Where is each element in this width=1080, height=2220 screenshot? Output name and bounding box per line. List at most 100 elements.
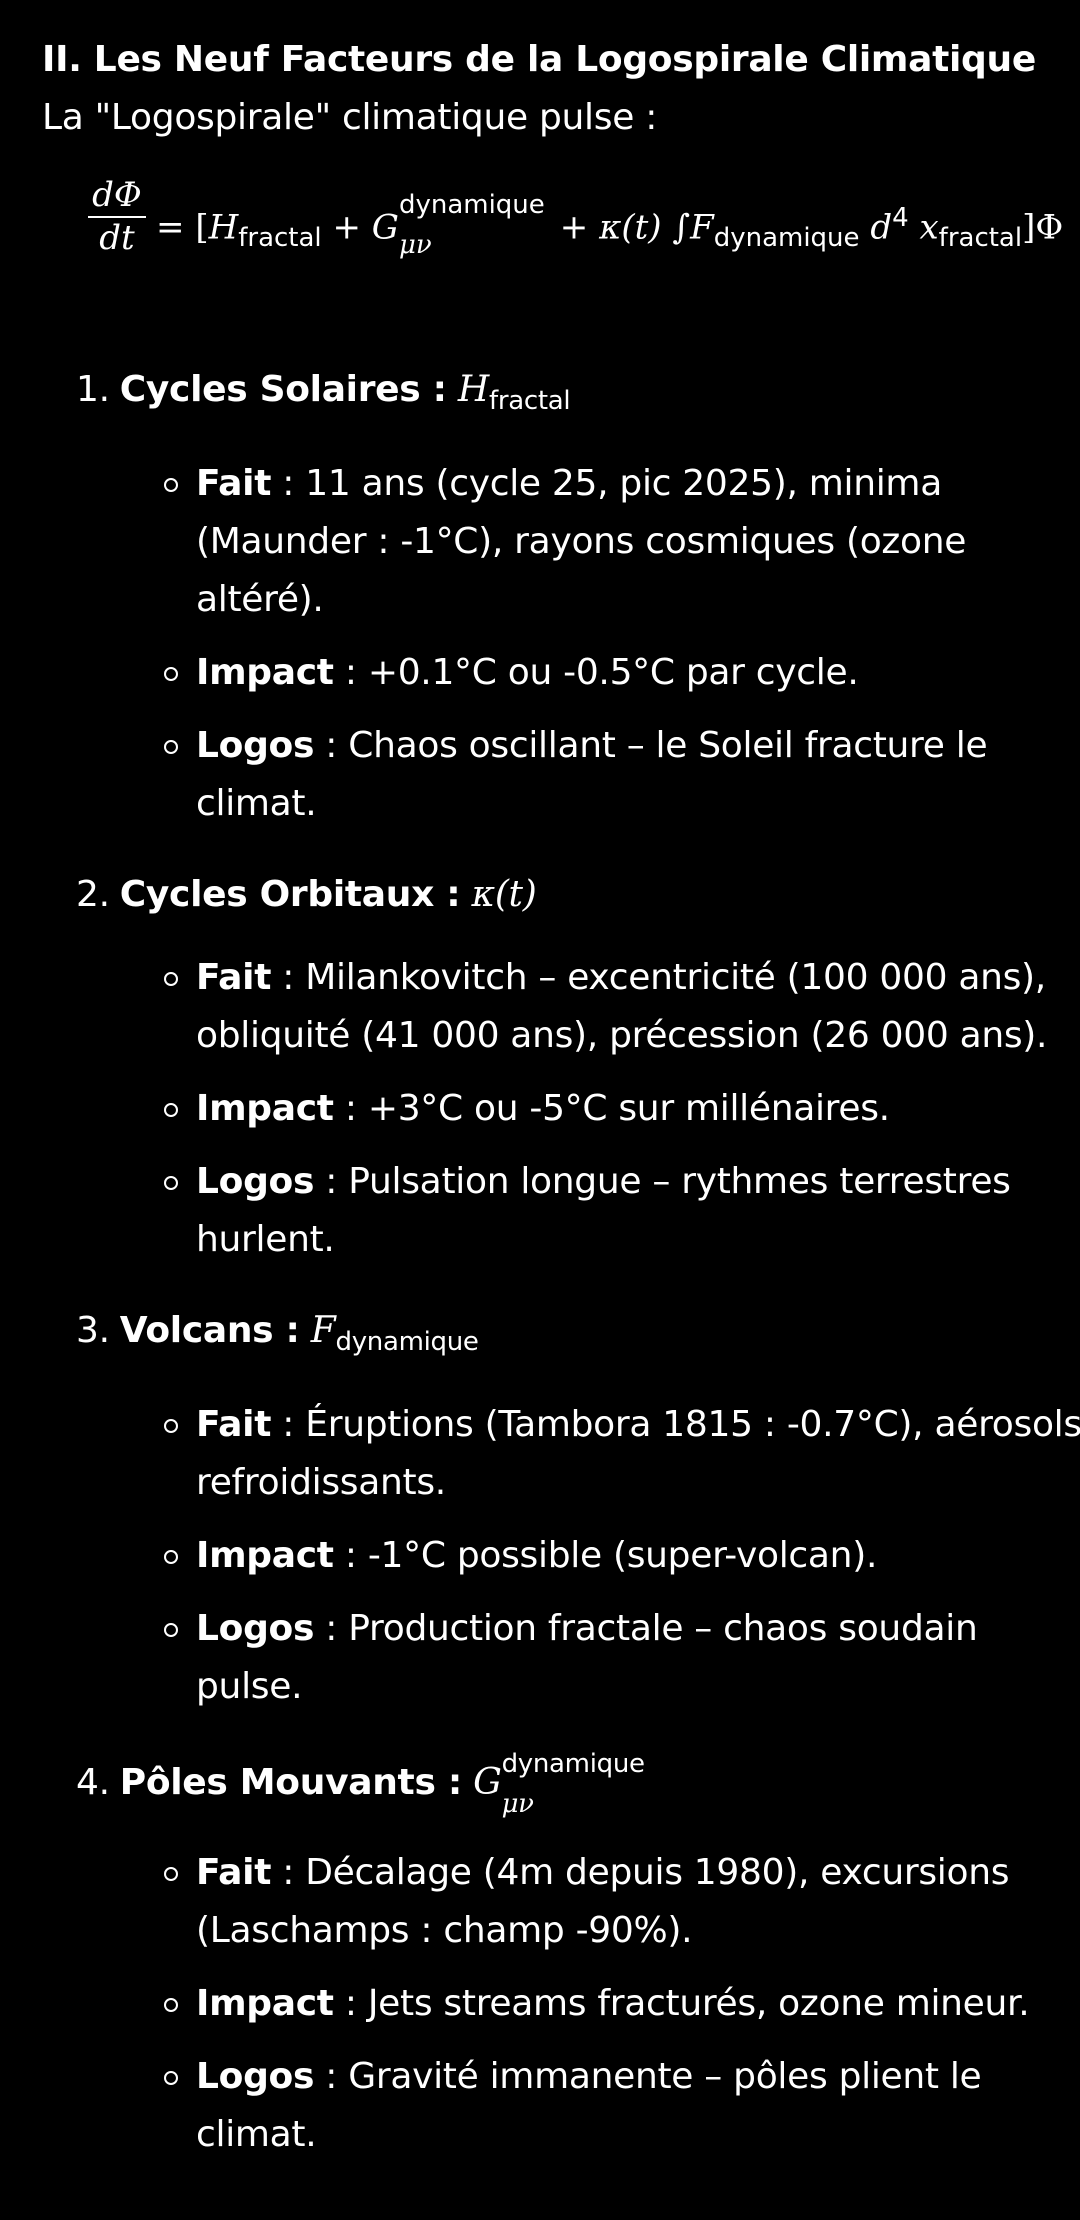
bullet-text: Gravité immanente – pôles plient le clim… xyxy=(196,2056,982,2156)
G-superscript: dynamique xyxy=(398,189,545,220)
factor-symbol: κ xyxy=(471,874,496,916)
G-subscript: μν xyxy=(398,229,432,260)
bullet-text: 11 ans (cycle 25, pic 2025), minima (Mau… xyxy=(196,463,967,621)
equals-sign: = xyxy=(156,207,185,248)
fraction-numerator: dΦ xyxy=(88,176,146,218)
bullet-text: Éruptions (Tambora 1815 : -0.7°C), aéros… xyxy=(196,1404,1080,1504)
bullet-item: Impact : +0.1°C ou -0.5°C par cycle. xyxy=(42,644,1080,702)
factor-item: 1. Cycles Solaires : Hfractal Fait : 11 a… xyxy=(42,366,1052,833)
bullet-text: +3°C ou -5°C sur millénaires. xyxy=(367,1088,890,1130)
bullet-key: Logos xyxy=(196,725,315,767)
G-symbol: G xyxy=(371,207,399,248)
x-subscript: fractal xyxy=(938,223,1023,254)
factor-bullets: Fait : Décalage (4m depuis 1980), excurs… xyxy=(42,1844,1052,2164)
bullet-text: Pulsation longue – rythmes terrestres hu… xyxy=(196,1161,1011,1261)
bullet-separator: : xyxy=(333,652,368,694)
bullet-circle-icon xyxy=(164,740,178,755)
bullet-item: Logos : Production fractale – chaos soud… xyxy=(42,1600,1080,1716)
bullet-key: Fait xyxy=(196,1852,272,1894)
factor-symbol-subscript: fractal xyxy=(489,386,571,417)
close-bracket-phi: ]Φ xyxy=(1022,207,1064,248)
F-symbol: F xyxy=(690,207,714,248)
bullet-key: Logos xyxy=(196,1608,315,1650)
F-subscript: dynamique xyxy=(713,223,860,254)
factor-number: 1. xyxy=(76,369,110,410)
factor-label: Volcans : xyxy=(119,1310,300,1352)
plus-sign: + xyxy=(332,207,361,248)
derivative-fraction: dΦ dt xyxy=(88,176,146,258)
factor-title: 1. Cycles Solaires : Hfractal xyxy=(76,366,1052,425)
bullet-circle-icon xyxy=(164,1419,178,1434)
H-symbol: H xyxy=(208,207,239,248)
d-symbol: d xyxy=(870,207,893,248)
bullet-separator: : xyxy=(314,2056,349,2098)
bullet-item: Impact : Jets streams fracturés, ozone m… xyxy=(42,1975,1080,2033)
d-superscript: 4 xyxy=(892,203,909,233)
factor-title: 2. Cycles Orbitaux : κ(t) xyxy=(76,871,1052,919)
factor-symbol-indices: dynamique μν xyxy=(502,1749,652,1819)
bullet-item: Logos : Chaos oscillant – le Soleil frac… xyxy=(42,717,1080,833)
factor-label: Cycles Orbitaux : xyxy=(119,874,461,916)
bullet-text: Milankovitch – excentricité (100 000 ans… xyxy=(196,957,1048,1057)
kappa-argument: (t) xyxy=(621,207,662,248)
bullet-circle-icon xyxy=(164,1867,178,1882)
bullet-separator: : xyxy=(271,463,306,505)
bullet-separator: : xyxy=(333,1088,368,1130)
bullet-text: Décalage (4m depuis 1980), excursions (L… xyxy=(196,1852,1010,1952)
x-symbol: x xyxy=(919,207,939,248)
bullet-text: Jets streams fracturés, ozone mineur. xyxy=(367,1983,1030,2025)
factor-number: 3. xyxy=(76,1310,110,1352)
kappa-symbol: κ xyxy=(599,207,622,248)
bullet-circle-icon xyxy=(164,478,178,493)
bullet-key: Fait xyxy=(196,463,272,505)
bullet-separator: : xyxy=(314,1608,349,1650)
bullet-key: Impact xyxy=(196,652,334,694)
factor-symbol: F xyxy=(310,1310,336,1352)
factor-bullets: Fait : Éruptions (Tambora 1815 : -0.7°C)… xyxy=(42,1396,1080,1716)
integral-sign: ∫ xyxy=(672,207,691,248)
bullet-item: Fait : Décalage (4m depuis 1980), excurs… xyxy=(42,1844,1080,1960)
bullet-item: Fait : Milankovitch – excentricité (100 … xyxy=(42,949,1080,1065)
bullet-circle-icon xyxy=(164,1998,178,2013)
factor-bullets: Fait : Milankovitch – excentricité (100 … xyxy=(42,949,1052,1269)
bullet-item: Impact : -1°C possible (super-volcan). xyxy=(42,1527,1080,1585)
factor-symbol-subscript: μν xyxy=(501,1789,534,1820)
factor-number: 4. xyxy=(76,1762,110,1804)
factor-list: 1. Cycles Solaires : Hfractal Fait : 11 a… xyxy=(42,366,1080,2164)
factor-bullets: Fait : 11 ans (cycle 25, pic 2025), mini… xyxy=(42,455,1052,833)
bullet-separator: : xyxy=(333,1535,368,1577)
bullet-key: Impact xyxy=(196,1535,334,1577)
message-content: II. Les Neuf Facteurs de la Logospirale … xyxy=(42,36,1080,2202)
factor-item: 3. Volcans : Fdynamique Fait : Éruptions … xyxy=(42,1307,1080,1716)
factor-symbol-subscript: dynamique xyxy=(335,1327,479,1358)
bullet-separator: : xyxy=(271,1852,306,1894)
factor-label: Cycles Solaires : xyxy=(119,369,447,410)
bullet-circle-icon xyxy=(164,1176,178,1191)
factor-item: 2. Cycles Orbitaux : κ(t) Fait : Milankov… xyxy=(42,871,1052,1269)
factor-number: 2. xyxy=(76,874,110,916)
open-bracket: [ xyxy=(195,207,209,248)
bullet-item: Fait : Éruptions (Tambora 1815 : -0.7°C)… xyxy=(42,1396,1080,1512)
bullet-text: +0.1°C ou -0.5°C par cycle. xyxy=(367,652,859,694)
bullet-circle-icon xyxy=(164,2071,178,2086)
bullet-item: Fait : 11 ans (cycle 25, pic 2025), mini… xyxy=(42,455,1080,629)
bullet-separator: : xyxy=(271,957,306,999)
factor-symbol: H xyxy=(457,369,490,410)
bullet-key: Impact xyxy=(196,1088,334,1130)
factor-symbol-superscript: dynamique xyxy=(501,1749,645,1780)
bullet-circle-icon xyxy=(164,972,178,987)
bullet-item: Impact : +3°C ou -5°C sur millénaires. xyxy=(42,1080,1080,1138)
bullet-separator: : xyxy=(271,1404,306,1446)
bullet-separator: : xyxy=(314,725,349,767)
factor-symbol-argument: (t) xyxy=(494,874,537,916)
bullet-key: Logos xyxy=(196,1161,315,1203)
G-indices: dynamique μν xyxy=(399,190,549,260)
bullet-circle-icon xyxy=(164,1623,178,1638)
bullet-text: Chaos oscillant – le Soleil fracture le … xyxy=(196,725,988,825)
bullet-item: Logos : Pulsation longue – rythmes terre… xyxy=(42,1153,1080,1269)
factor-label: Pôles Mouvants : xyxy=(119,1762,462,1804)
